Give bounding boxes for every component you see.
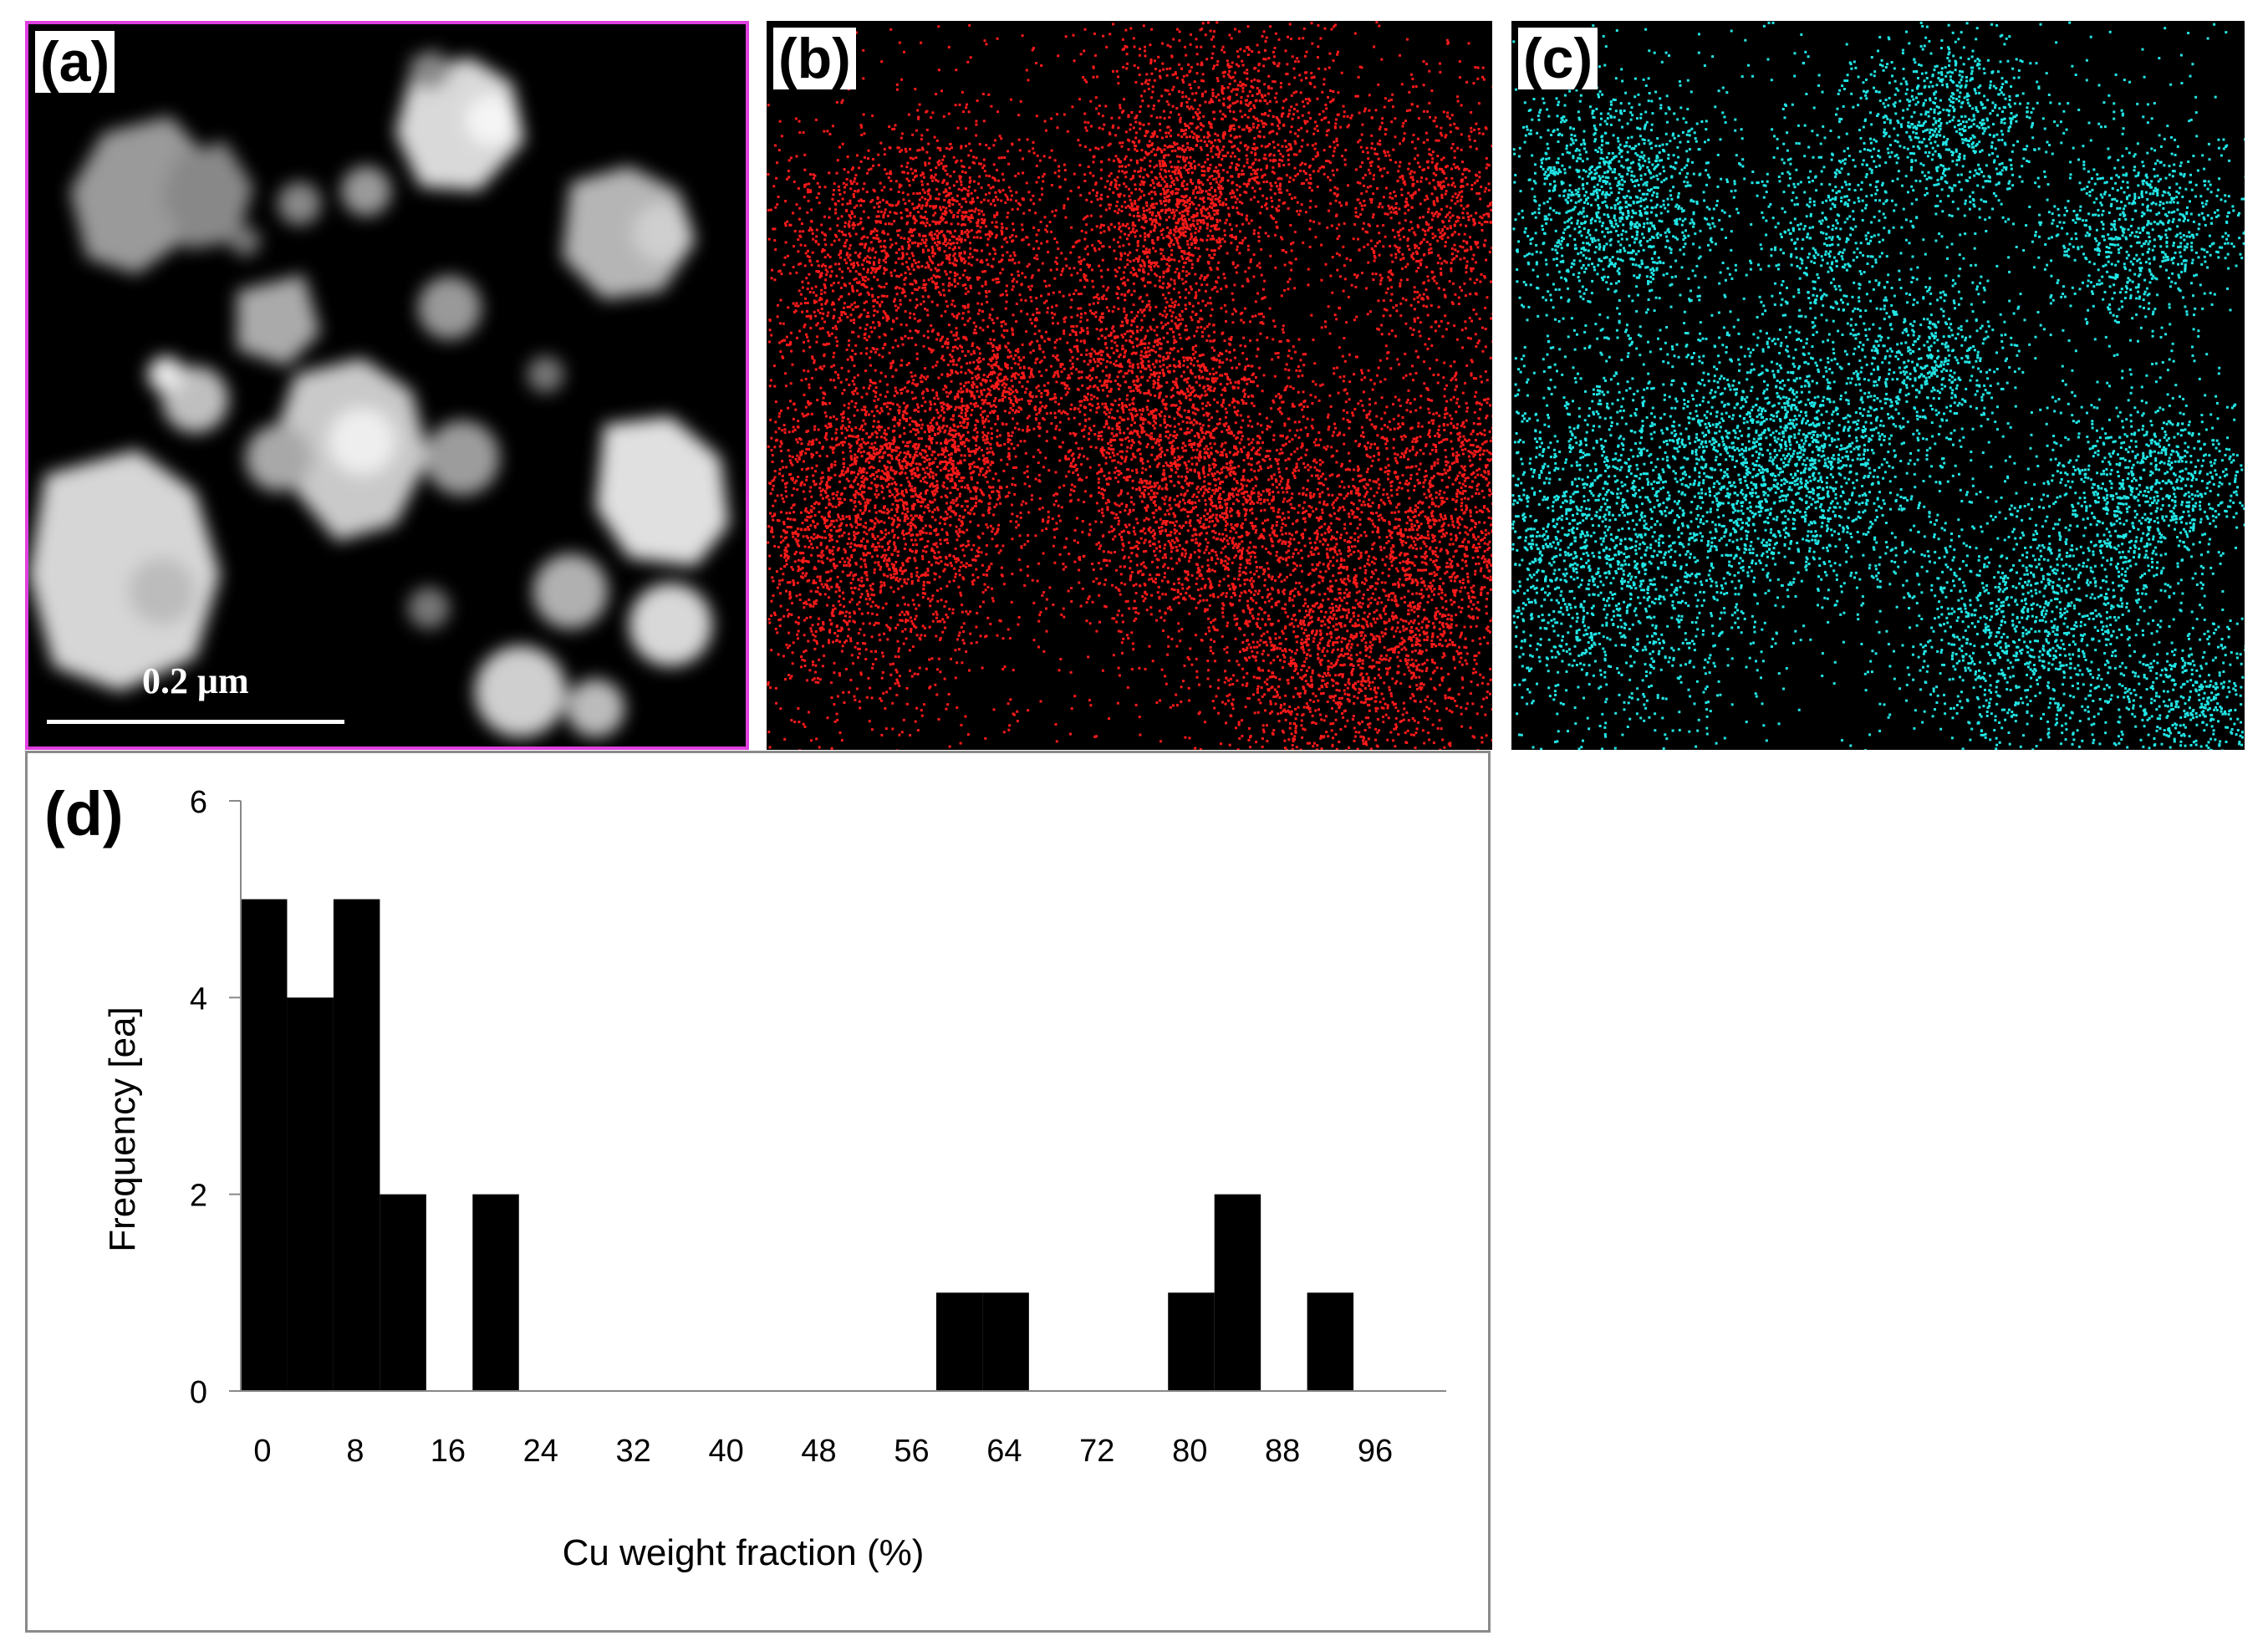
histogram-bar <box>935 1292 983 1391</box>
panel-a-label: (a) <box>35 31 115 93</box>
histogram-bar <box>333 899 380 1391</box>
histogram-bar <box>1307 1292 1354 1391</box>
histogram-bar <box>1214 1194 1261 1391</box>
histogram-bar <box>982 1292 1029 1391</box>
x-tick-label: 0 <box>253 1434 271 1469</box>
stem-image <box>28 24 746 747</box>
x-tick-label: 56 <box>894 1434 929 1469</box>
y-tick-label: 6 <box>190 785 207 820</box>
histogram-bar <box>380 1194 426 1391</box>
x-tick-label: 96 <box>1358 1434 1393 1469</box>
x-tick-label: 72 <box>1079 1434 1114 1469</box>
elemental-map-red-panel: (b) <box>767 21 1492 750</box>
scale-bar-label: 0.2 μm <box>142 660 249 702</box>
x-tick-label: 16 <box>431 1434 466 1469</box>
y-axis-title: Frequency [ea] <box>102 1006 143 1252</box>
histogram-bar <box>1168 1292 1215 1391</box>
x-tick-label: 64 <box>986 1434 1022 1469</box>
x-axis-title: Cu weight fraction (%) <box>563 1532 925 1573</box>
histogram-bar <box>287 997 334 1391</box>
elemental-map-cyan-panel: (c) <box>1511 21 2245 750</box>
y-tick-label: 0 <box>190 1375 207 1410</box>
histogram-bar <box>241 899 288 1391</box>
histogram-bar <box>472 1194 519 1391</box>
elemental-map-red <box>767 21 1492 750</box>
scale-bar <box>47 720 344 724</box>
x-tick-label: 8 <box>346 1434 364 1469</box>
x-tick-label: 88 <box>1265 1434 1300 1469</box>
x-tick-label: 32 <box>616 1434 651 1469</box>
y-tick-label: 2 <box>190 1179 207 1214</box>
stem-image-panel: (a) 0.2 μm <box>25 21 749 750</box>
x-tick-label: 24 <box>523 1434 558 1469</box>
panel-d-label: (d) <box>44 778 124 849</box>
y-tick-label: 4 <box>190 981 207 1017</box>
x-tick-label: 80 <box>1172 1434 1207 1469</box>
x-tick-label: 48 <box>801 1434 836 1469</box>
elemental-map-cyan <box>1511 21 2245 750</box>
histogram-panel: (d) 0 2 4 6 0 8 16 24 32 40 48 56 64 72 80 88 96 Cu weig… <box>25 751 1491 1633</box>
panel-b-label: (b) <box>773 28 856 89</box>
panel-c-label: (c) <box>1518 28 1598 89</box>
x-tick-label: 40 <box>708 1434 743 1469</box>
